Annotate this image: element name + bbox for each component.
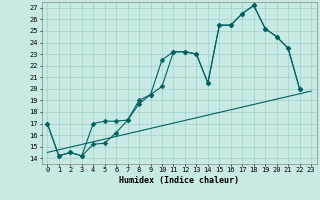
X-axis label: Humidex (Indice chaleur): Humidex (Indice chaleur) [119, 176, 239, 185]
